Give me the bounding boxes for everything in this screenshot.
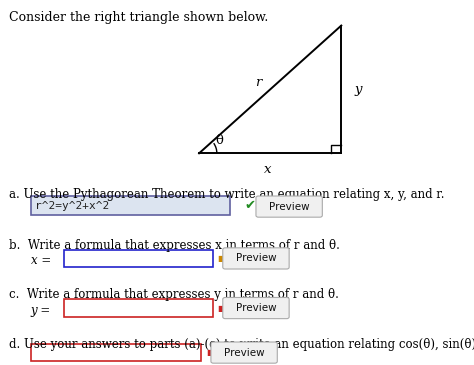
- Text: y: y: [354, 83, 362, 96]
- Text: Preview: Preview: [236, 253, 276, 264]
- FancyBboxPatch shape: [211, 342, 277, 363]
- Text: b.  Write a formula that expresses x in terms of r and θ.: b. Write a formula that expresses x in t…: [9, 239, 340, 252]
- FancyBboxPatch shape: [223, 248, 289, 269]
- Text: y =: y =: [31, 304, 51, 318]
- Text: Preview: Preview: [236, 303, 276, 313]
- Text: Preview: Preview: [224, 347, 264, 358]
- FancyBboxPatch shape: [31, 344, 201, 361]
- Text: ■: ■: [217, 304, 225, 312]
- Text: ✔: ✔: [244, 199, 255, 212]
- Text: Preview: Preview: [269, 201, 310, 212]
- FancyBboxPatch shape: [256, 196, 322, 217]
- Text: θ: θ: [216, 134, 223, 147]
- Text: r^2=y^2+x^2: r^2=y^2+x^2: [35, 201, 109, 211]
- Text: r: r: [255, 76, 262, 89]
- Text: x: x: [264, 163, 272, 176]
- Text: ■: ■: [206, 348, 214, 357]
- Text: c.  Write a formula that expresses y in terms of r and θ.: c. Write a formula that expresses y in t…: [9, 288, 339, 301]
- FancyBboxPatch shape: [64, 299, 213, 317]
- FancyBboxPatch shape: [31, 196, 230, 215]
- Text: ■: ■: [217, 254, 225, 263]
- Text: a. Use the Pythagorean Theorem to write an equation relating x, y, and r.: a. Use the Pythagorean Theorem to write …: [9, 188, 445, 201]
- Text: Consider the right triangle shown below.: Consider the right triangle shown below.: [9, 11, 269, 24]
- FancyBboxPatch shape: [64, 250, 213, 267]
- Text: d. Use your answers to parts (a)-(c) to write an equation relating cos(θ), sin(θ: d. Use your answers to parts (a)-(c) to …: [9, 338, 474, 351]
- FancyBboxPatch shape: [223, 297, 289, 319]
- Text: x =: x =: [31, 254, 51, 268]
